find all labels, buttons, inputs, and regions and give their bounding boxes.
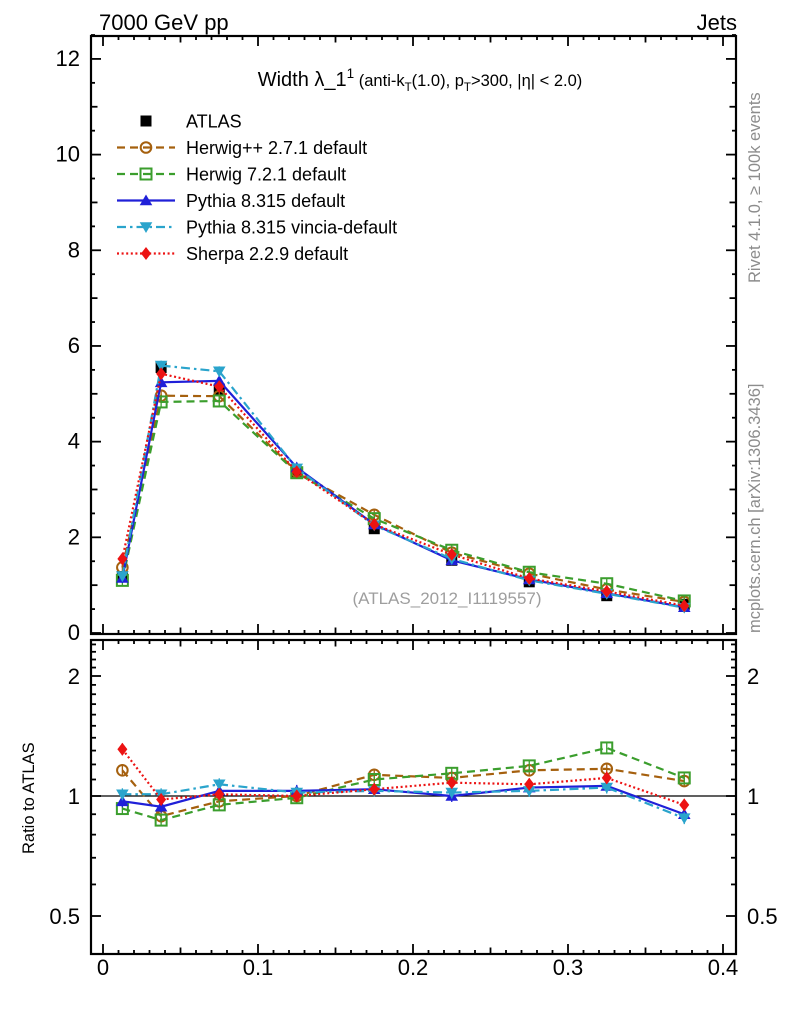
series-marker-main xyxy=(116,571,129,583)
legend-label: ATLAS xyxy=(186,112,242,132)
legend-label: Sherpa 2.2.9 default xyxy=(186,244,348,264)
series-line-ratio xyxy=(122,783,685,820)
legend-marker xyxy=(139,141,153,154)
series-marker-ratio xyxy=(117,742,128,756)
series-line-main xyxy=(121,394,685,603)
mcplots-arxiv-caption: mcplots.cern.ch [arXiv:1306.3436] xyxy=(746,384,764,633)
plot-title: Width λ_11 (anti-kT(1.0), pT>300, |η| < … xyxy=(258,66,583,94)
main-panel-frame xyxy=(89,34,738,636)
series-marker-ratio xyxy=(601,771,612,785)
series-marker-ratio xyxy=(600,741,614,755)
series-marker-main xyxy=(154,395,168,409)
legend-marker xyxy=(139,194,153,206)
legend-marker xyxy=(141,247,151,260)
y-main-tick-label: 4 xyxy=(68,429,80,454)
series-marker-main xyxy=(156,367,167,381)
series-marker-ratio xyxy=(154,800,168,812)
series-marker-ratio xyxy=(522,759,536,773)
series-line-ratio xyxy=(122,784,685,816)
series-marker-ratio xyxy=(214,787,225,801)
y-ratio-tick-label-left: 0.5 xyxy=(49,904,80,929)
series-marker-main xyxy=(212,394,226,408)
y-ratio-tick-label-right: 2 xyxy=(747,664,759,689)
series-marker-ratio xyxy=(522,786,536,797)
series-marker-ratio xyxy=(524,777,535,791)
legend-label: Herwig++ 2.7.1 default xyxy=(186,138,367,158)
x-tick-label: 0.2 xyxy=(398,955,429,980)
series-marker-ratio xyxy=(677,771,691,785)
y-main-tick-label: 2 xyxy=(68,524,80,549)
header-process-label: Jets xyxy=(697,10,737,35)
y-ratio-tick-label-right: 1 xyxy=(747,784,759,809)
legend-marker xyxy=(140,115,152,127)
x-tick-label: 0.1 xyxy=(243,955,274,980)
series-marker-main xyxy=(446,548,457,562)
series-line-main xyxy=(121,399,685,603)
x-tick-label: 0.4 xyxy=(708,955,739,980)
x-tick-label: 0 xyxy=(97,955,109,980)
rivet-version-caption: Rivet 4.1.0, ≥ 100k events xyxy=(746,92,764,283)
series-marker-main xyxy=(679,599,690,613)
series-marker-ratio xyxy=(116,764,129,777)
legend-label: Pythia 8.315 default xyxy=(186,191,345,211)
legend-marker xyxy=(139,222,153,233)
series-marker-ratio xyxy=(679,798,690,812)
y-ratio-tick-label-left: 1 xyxy=(68,784,80,809)
series-marker-main xyxy=(369,517,380,531)
series-marker-main xyxy=(601,584,612,598)
series-marker-ratio xyxy=(600,782,614,794)
x-tick-label: 0.3 xyxy=(553,955,584,980)
series-marker-main xyxy=(524,571,535,585)
series-marker-ratio xyxy=(156,792,167,806)
y-ratio-tick-label-right: 0.5 xyxy=(747,904,778,929)
series-marker-ratio xyxy=(446,776,457,790)
y-main-tick-label: 0 xyxy=(68,620,80,645)
ratio-axis-title: Ratio to ATLAS xyxy=(20,742,38,854)
series-marker-ratio xyxy=(116,789,129,801)
series-marker-main xyxy=(154,360,168,372)
analysis-watermark: (ATLAS_2012_I1119557) xyxy=(352,589,541,608)
series-marker-ratio xyxy=(445,787,459,799)
y-ratio-tick-label-left: 2 xyxy=(68,664,80,689)
y-main-tick-label: 12 xyxy=(56,46,80,71)
series-marker-main xyxy=(117,552,128,566)
legend-marker xyxy=(139,167,153,181)
series-marker-main xyxy=(214,380,225,394)
series-marker-ratio xyxy=(116,795,129,807)
series-marker-main xyxy=(291,465,302,479)
series-line-main xyxy=(121,379,685,609)
series-marker-main xyxy=(154,376,168,388)
legend-label: Pythia 8.315 vincia-default xyxy=(186,218,397,238)
series-marker-main xyxy=(212,366,226,378)
series-marker-ratio xyxy=(291,789,302,803)
y-main-tick-label: 8 xyxy=(68,237,80,262)
series-line-ratio xyxy=(122,746,685,822)
y-main-tick-label: 10 xyxy=(56,142,80,167)
y-main-tick-label: 6 xyxy=(68,333,80,358)
series-marker-ratio xyxy=(369,782,380,796)
series-marker-ratio xyxy=(154,813,168,827)
ratio-panel-frame xyxy=(89,638,738,956)
series-line-main xyxy=(121,372,685,607)
header-beam-energy: 7000 GeV pp xyxy=(99,10,229,35)
series-marker-ratio xyxy=(677,813,691,825)
series-marker-ratio xyxy=(212,779,226,791)
legend-label: Herwig 7.2.1 default xyxy=(186,165,346,185)
